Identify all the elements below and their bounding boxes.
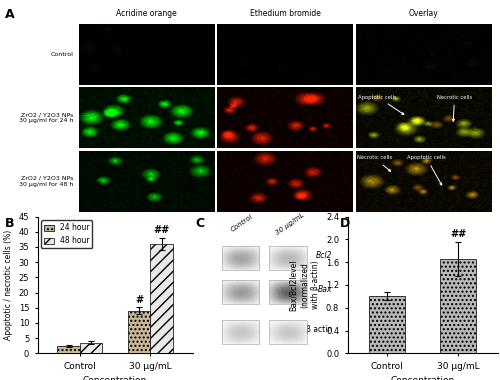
Text: Ethedium bromide: Ethedium bromide — [250, 10, 320, 19]
Text: Necrotic cells: Necrotic cells — [437, 95, 472, 121]
Text: Bcl2: Bcl2 — [316, 251, 332, 260]
Text: Apoptotic cells: Apoptotic cells — [407, 155, 446, 185]
Bar — [269, 246, 306, 270]
Text: A: A — [5, 8, 15, 21]
Text: 30 µg/mL: 30 µg/mL — [274, 212, 305, 236]
Legend: 24 hour, 48 hour: 24 hour, 48 hour — [42, 220, 92, 249]
X-axis label: Concentration: Concentration — [83, 376, 147, 380]
X-axis label: Concentration: Concentration — [390, 376, 454, 380]
Text: Control: Control — [230, 214, 254, 233]
Bar — [369, 296, 404, 353]
Text: D: D — [340, 217, 350, 230]
Text: β actin: β actin — [306, 325, 332, 334]
Text: Control: Control — [50, 52, 74, 57]
Text: ZrO2 / Y2O3 NPs
30 µg/ml for 24 h: ZrO2 / Y2O3 NPs 30 µg/ml for 24 h — [19, 112, 74, 123]
Y-axis label: Bax/Bcl2level
(normalized
with β-actin): Bax/Bcl2level (normalized with β-actin) — [289, 259, 320, 311]
Text: Overlay: Overlay — [408, 10, 438, 19]
Bar — [128, 311, 150, 353]
Text: ##: ## — [450, 230, 466, 239]
Text: ZrO2 / Y2O3 NPs
30 µg/ml for 48 h: ZrO2 / Y2O3 NPs 30 µg/ml for 48 h — [19, 176, 74, 187]
Bar — [440, 259, 476, 353]
Bar — [222, 246, 260, 270]
Text: Necrotic cells: Necrotic cells — [357, 155, 392, 171]
Bar — [269, 280, 306, 304]
Text: Bax: Bax — [318, 285, 332, 294]
Bar — [150, 244, 173, 353]
Text: ##: ## — [154, 225, 170, 236]
Text: Acridine orange: Acridine orange — [116, 10, 177, 19]
Text: C: C — [195, 217, 204, 230]
Bar — [80, 343, 102, 353]
Text: #: # — [135, 295, 143, 305]
Y-axis label: Apoptotic / necrotic cells (%): Apoptotic / necrotic cells (%) — [4, 230, 13, 340]
Bar — [57, 346, 80, 353]
Bar — [222, 280, 260, 304]
Bar — [222, 320, 260, 344]
Bar — [269, 320, 306, 344]
Text: B: B — [5, 217, 15, 230]
Text: Apoptotic cells: Apoptotic cells — [358, 95, 404, 114]
